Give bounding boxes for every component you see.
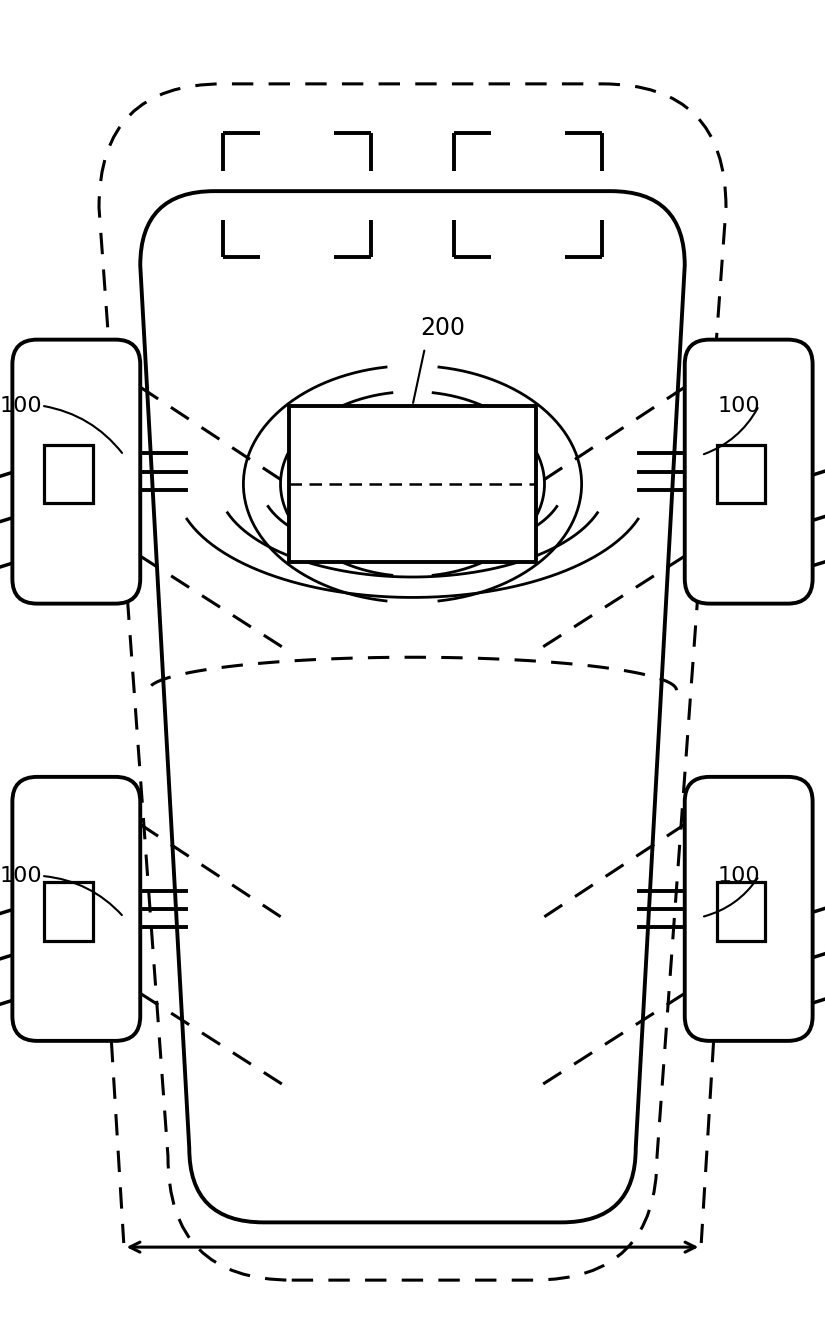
Text: 100: 100: [718, 866, 761, 886]
PathPatch shape: [140, 192, 685, 1222]
Text: 100: 100: [0, 866, 43, 886]
FancyBboxPatch shape: [685, 777, 813, 1041]
Bar: [45, 446, 93, 503]
Text: 100: 100: [0, 395, 43, 415]
FancyBboxPatch shape: [12, 777, 140, 1041]
FancyBboxPatch shape: [12, 339, 140, 604]
FancyBboxPatch shape: [685, 339, 813, 604]
Bar: [289, 406, 536, 563]
Bar: [717, 882, 766, 941]
Bar: [717, 446, 766, 503]
Bar: [45, 882, 93, 941]
Text: 100: 100: [718, 395, 761, 415]
Text: 200: 200: [421, 315, 466, 339]
